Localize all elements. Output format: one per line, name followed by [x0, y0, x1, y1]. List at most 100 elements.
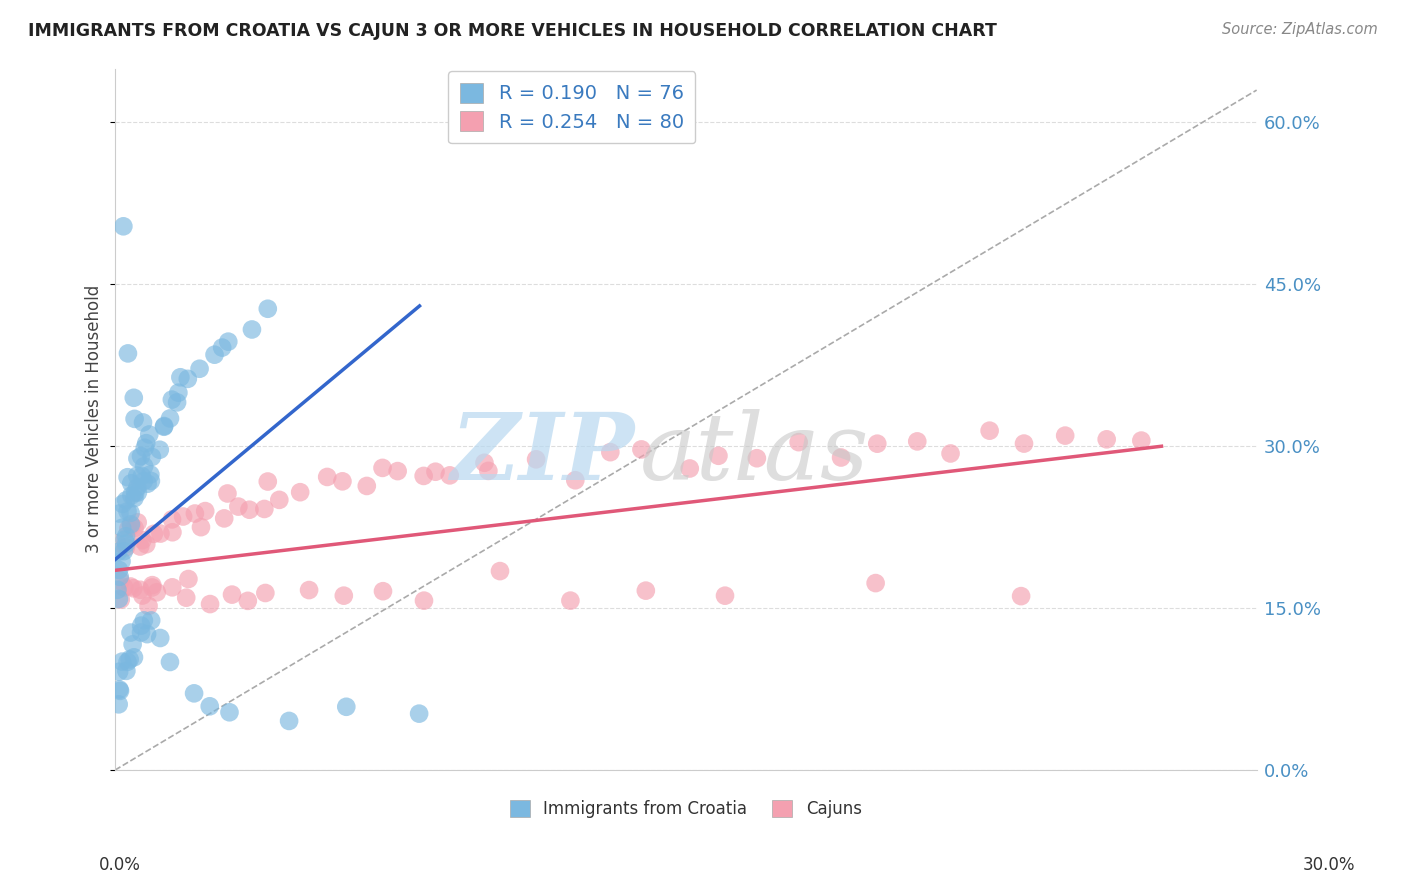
Point — [477, 464, 499, 478]
Text: Source: ZipAtlas.com: Source: ZipAtlas.com — [1222, 22, 1378, 37]
Point — [240, 322, 263, 336]
Point — [108, 665, 131, 679]
Point — [129, 582, 152, 597]
Point — [120, 517, 142, 532]
Point — [177, 572, 200, 586]
Point — [524, 452, 547, 467]
Point — [111, 521, 134, 535]
Point — [117, 504, 139, 518]
Point — [238, 502, 260, 516]
Point — [169, 370, 191, 384]
Point — [127, 485, 149, 500]
Point — [127, 516, 149, 530]
Point — [141, 578, 163, 592]
Point — [256, 475, 278, 489]
Point — [1130, 434, 1153, 448]
Point — [217, 486, 239, 500]
Point — [298, 583, 321, 598]
Point — [139, 467, 162, 482]
Y-axis label: 3 or more Vehicles in Household: 3 or more Vehicles in Household — [86, 285, 103, 553]
Text: IMMIGRANTS FROM CROATIA VS CAJUN 3 OR MORE VEHICLES IN HOUSEHOLD CORRELATION CHA: IMMIGRANTS FROM CROATIA VS CAJUN 3 OR MO… — [28, 22, 997, 40]
Point — [129, 618, 152, 632]
Point — [256, 301, 278, 316]
Point — [132, 474, 155, 488]
Point — [335, 699, 357, 714]
Point — [278, 714, 301, 728]
Point — [679, 461, 702, 475]
Point — [117, 470, 139, 484]
Point — [1010, 589, 1032, 603]
Point — [139, 474, 162, 488]
Point — [141, 614, 163, 628]
Point — [830, 450, 852, 465]
Point — [138, 599, 160, 613]
Point — [560, 593, 582, 607]
Point — [167, 385, 190, 400]
Text: atlas: atlas — [640, 409, 870, 500]
Legend: Immigrants from Croatia, Cajuns: Immigrants from Croatia, Cajuns — [503, 793, 869, 825]
Point — [131, 589, 153, 603]
Point — [221, 588, 243, 602]
Point — [489, 564, 512, 578]
Point — [117, 655, 139, 669]
Point — [111, 497, 134, 511]
Point — [149, 631, 172, 645]
Point — [371, 584, 394, 599]
Point — [115, 664, 138, 678]
Point — [110, 554, 132, 568]
Point — [218, 706, 240, 720]
Point — [132, 613, 155, 627]
Point — [107, 582, 129, 597]
Point — [714, 589, 737, 603]
Point — [120, 625, 142, 640]
Point — [108, 563, 131, 577]
Point — [425, 465, 447, 479]
Point — [212, 511, 235, 525]
Point — [159, 411, 181, 425]
Point — [120, 579, 142, 593]
Point — [288, 485, 311, 500]
Point — [177, 372, 200, 386]
Point — [134, 459, 156, 474]
Point — [905, 434, 928, 449]
Point — [162, 580, 184, 594]
Point — [115, 536, 138, 550]
Point — [124, 412, 146, 426]
Point — [174, 591, 197, 605]
Point — [108, 507, 131, 521]
Point — [356, 479, 378, 493]
Point — [183, 686, 205, 700]
Point — [316, 470, 339, 484]
Point — [124, 491, 146, 505]
Point — [129, 449, 152, 463]
Point — [160, 512, 183, 526]
Point — [162, 525, 184, 540]
Point — [120, 506, 142, 520]
Point — [112, 581, 135, 595]
Point — [146, 585, 169, 599]
Text: ZIP: ZIP — [450, 409, 634, 500]
Point — [134, 441, 156, 455]
Point — [127, 468, 149, 483]
Point — [236, 594, 259, 608]
Point — [198, 699, 221, 714]
Point — [630, 442, 652, 457]
Point — [127, 480, 149, 494]
Point — [136, 476, 159, 491]
Point — [141, 450, 163, 464]
Point — [1012, 436, 1035, 450]
Point — [172, 509, 194, 524]
Point — [333, 589, 356, 603]
Point — [124, 521, 146, 535]
Point — [979, 424, 1001, 438]
Point — [599, 445, 621, 459]
Point — [166, 395, 188, 409]
Point — [153, 419, 176, 434]
Point — [159, 655, 181, 669]
Point — [107, 698, 129, 712]
Point — [107, 545, 129, 559]
Point — [111, 655, 134, 669]
Point — [269, 492, 291, 507]
Point — [115, 529, 138, 543]
Point — [129, 540, 152, 554]
